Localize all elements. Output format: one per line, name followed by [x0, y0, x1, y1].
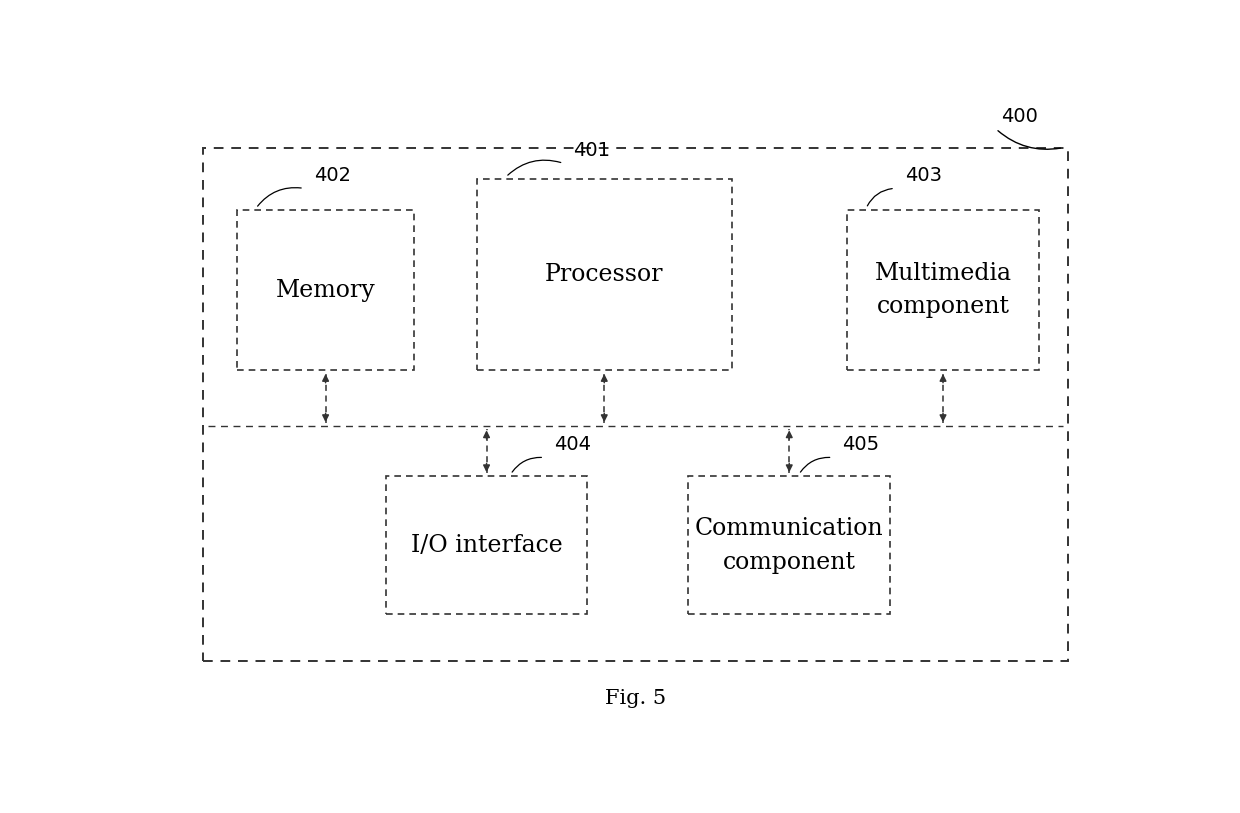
Text: Memory: Memory	[275, 279, 376, 302]
Text: Multimedia
component: Multimedia component	[874, 262, 1012, 319]
Text: 402: 402	[314, 166, 351, 185]
Bar	[386, 476, 588, 614]
Bar	[847, 211, 1039, 370]
Text: 403: 403	[905, 166, 941, 185]
Bar	[203, 148, 1068, 661]
Bar	[688, 476, 890, 614]
Bar	[237, 211, 414, 370]
Text: I/O interface: I/O interface	[410, 533, 563, 557]
Text: 400: 400	[1001, 107, 1038, 126]
Text: 405: 405	[842, 436, 879, 454]
Bar	[477, 179, 732, 370]
Text: Processor: Processor	[546, 263, 663, 286]
Text: Communication
component: Communication component	[694, 517, 884, 573]
Text: 401: 401	[573, 141, 610, 160]
Text: 404: 404	[554, 436, 590, 454]
Text: Fig. 5: Fig. 5	[605, 689, 666, 708]
